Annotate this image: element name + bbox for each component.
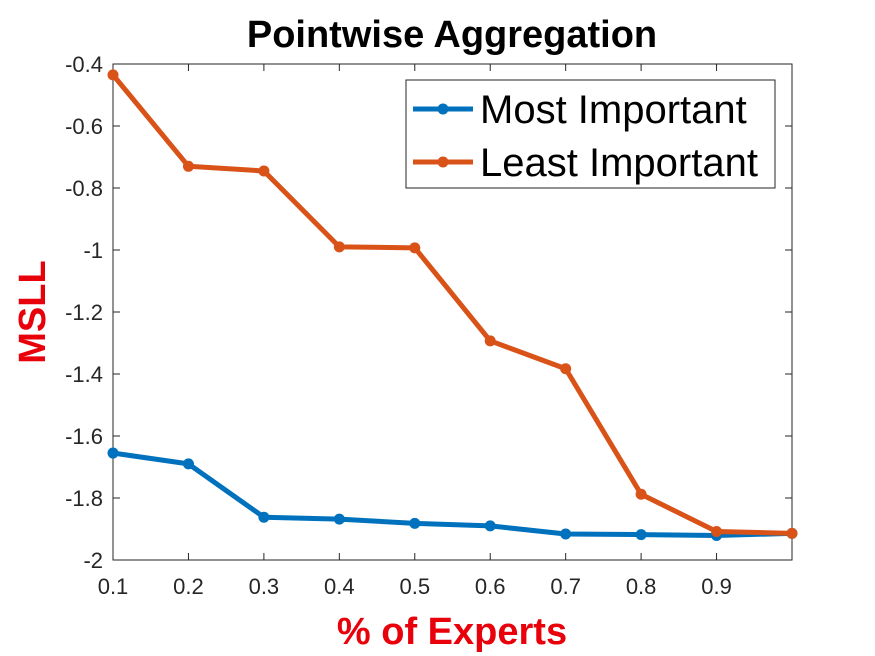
data-point-least-important — [333, 241, 345, 253]
y-tick-label: -0.8 — [65, 176, 103, 201]
x-tick-label: 0.3 — [249, 574, 280, 599]
data-point-most-important — [182, 458, 194, 470]
x-tick-label: 0.5 — [399, 574, 430, 599]
legend-marker-least-important — [437, 156, 449, 168]
data-point-least-important — [484, 335, 496, 347]
x-tick-label: 0.8 — [626, 574, 657, 599]
x-axis: 0.1 0.2 0.3 0.4 0.5 0.6 0.7 0.8 0.9 — [98, 64, 732, 599]
x-tick-label: 0.1 — [98, 574, 129, 599]
y-tick-label: -1.6 — [65, 424, 103, 449]
data-point-least-important — [711, 525, 723, 537]
series-line-most-important — [112, 450, 793, 539]
y-tick-label: -1.2 — [65, 300, 103, 325]
x-axis-label: % of Experts — [337, 611, 567, 653]
legend-label-least-important: Least Important — [480, 141, 758, 185]
y-axis-label: MSLL — [12, 260, 54, 363]
x-tick-label: 0.7 — [550, 574, 581, 599]
data-point-least-important — [107, 69, 119, 81]
data-point-most-important — [484, 520, 496, 532]
data-point-most-important — [560, 528, 572, 540]
legend-box — [405, 79, 776, 189]
data-point-most-important — [635, 529, 647, 541]
y-tick-label: -1.4 — [65, 362, 103, 387]
data-point-least-important — [635, 488, 647, 500]
data-point-most-important — [107, 447, 119, 459]
y-tick-label: -0.4 — [65, 52, 103, 77]
y-tick-label: -0.6 — [65, 114, 103, 139]
y-tick-label: -1.8 — [65, 486, 103, 511]
data-point-most-important — [409, 517, 421, 529]
data-point-least-important — [409, 242, 421, 254]
series-line-least-important — [111, 73, 793, 536]
series-layer — [107, 69, 798, 542]
x-tick-label: 0.6 — [475, 574, 506, 599]
y-tick-label: -1 — [83, 238, 103, 263]
legend-marker-most-important — [437, 103, 449, 115]
data-point-least-important — [786, 527, 798, 539]
legend-label-most-important: Most Important — [480, 88, 747, 132]
legend: Most Important Least Important — [405, 79, 776, 189]
data-point-least-important — [560, 363, 572, 375]
data-point-most-important — [333, 513, 345, 525]
data-point-least-important — [258, 165, 270, 177]
data-point-most-important — [258, 511, 270, 523]
chart-title: Pointwise Aggregation — [247, 14, 657, 56]
y-axis: -2 -1.8 -1.6 -1.4 -1.2 -1 -0.8 -0.6 -0.4 — [65, 52, 792, 573]
data-point-least-important — [182, 160, 194, 172]
x-tick-label: 0.4 — [324, 574, 355, 599]
x-tick-label: 0.9 — [701, 574, 732, 599]
x-tick-label: 0.2 — [173, 574, 204, 599]
y-tick-label: -2 — [83, 548, 103, 573]
